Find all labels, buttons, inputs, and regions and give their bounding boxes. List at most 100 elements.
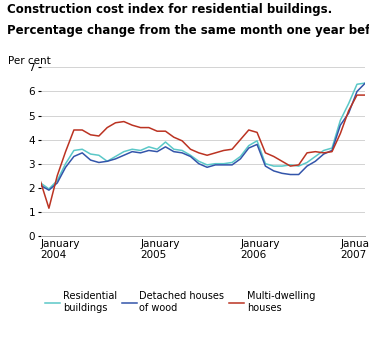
Multi-dwelling
houses bbox=[146, 126, 151, 130]
Detached houses
of wood bbox=[338, 123, 342, 127]
Detached houses
of wood bbox=[305, 164, 309, 168]
Residential
buildings bbox=[47, 187, 51, 191]
Residential
buildings bbox=[63, 162, 68, 166]
Residential
buildings bbox=[72, 148, 76, 152]
Multi-dwelling
houses bbox=[296, 163, 301, 167]
Detached houses
of wood bbox=[105, 159, 110, 163]
Multi-dwelling
houses bbox=[263, 151, 268, 155]
Residential
buildings bbox=[130, 147, 134, 151]
Multi-dwelling
houses bbox=[172, 135, 176, 139]
Residential
buildings bbox=[346, 101, 351, 105]
Detached houses
of wood bbox=[63, 165, 68, 169]
Multi-dwelling
houses bbox=[246, 128, 251, 132]
Text: Per cent: Per cent bbox=[8, 56, 51, 66]
Residential
buildings bbox=[155, 147, 159, 151]
Line: Residential
buildings: Residential buildings bbox=[41, 83, 365, 189]
Residential
buildings bbox=[263, 162, 268, 166]
Text: Percentage change from the same month one year before: Percentage change from the same month on… bbox=[7, 24, 369, 37]
Multi-dwelling
houses bbox=[63, 150, 68, 154]
Residential
buildings bbox=[338, 118, 342, 122]
Detached houses
of wood bbox=[363, 81, 368, 85]
Detached houses
of wood bbox=[272, 169, 276, 173]
Multi-dwelling
houses bbox=[188, 147, 193, 151]
Detached houses
of wood bbox=[205, 165, 209, 169]
Residential
buildings bbox=[97, 153, 101, 157]
Detached houses
of wood bbox=[146, 148, 151, 152]
Residential
buildings bbox=[172, 147, 176, 151]
Detached houses
of wood bbox=[180, 151, 184, 155]
Residential
buildings bbox=[205, 163, 209, 167]
Residential
buildings bbox=[330, 146, 334, 150]
Residential
buildings bbox=[288, 163, 293, 167]
Detached houses
of wood bbox=[288, 173, 293, 177]
Multi-dwelling
houses bbox=[221, 148, 226, 152]
Multi-dwelling
houses bbox=[47, 206, 51, 210]
Multi-dwelling
houses bbox=[346, 109, 351, 113]
Multi-dwelling
houses bbox=[88, 133, 93, 137]
Detached houses
of wood bbox=[238, 157, 243, 161]
Detached houses
of wood bbox=[296, 173, 301, 177]
Residential
buildings bbox=[105, 159, 110, 163]
Detached houses
of wood bbox=[230, 163, 234, 167]
Multi-dwelling
houses bbox=[313, 150, 318, 154]
Detached houses
of wood bbox=[97, 160, 101, 164]
Residential
buildings bbox=[355, 82, 359, 86]
Detached houses
of wood bbox=[163, 145, 168, 149]
Multi-dwelling
houses bbox=[138, 126, 143, 130]
Line: Multi-dwelling
houses: Multi-dwelling houses bbox=[41, 95, 365, 208]
Detached houses
of wood bbox=[213, 163, 218, 167]
Residential
buildings bbox=[213, 162, 218, 166]
Residential
buildings bbox=[80, 147, 85, 151]
Text: Construction cost index for residential buildings.: Construction cost index for residential … bbox=[7, 3, 332, 17]
Multi-dwelling
houses bbox=[38, 180, 43, 184]
Residential
buildings bbox=[38, 181, 43, 185]
Multi-dwelling
houses bbox=[130, 123, 134, 127]
Multi-dwelling
houses bbox=[272, 154, 276, 158]
Detached houses
of wood bbox=[197, 162, 201, 166]
Residential
buildings bbox=[238, 154, 243, 158]
Detached houses
of wood bbox=[38, 183, 43, 187]
Multi-dwelling
houses bbox=[72, 128, 76, 132]
Multi-dwelling
houses bbox=[213, 151, 218, 155]
Residential
buildings bbox=[313, 154, 318, 158]
Residential
buildings bbox=[163, 140, 168, 144]
Detached houses
of wood bbox=[155, 150, 159, 154]
Residential
buildings bbox=[88, 152, 93, 156]
Detached houses
of wood bbox=[47, 188, 51, 192]
Residential
buildings bbox=[296, 164, 301, 168]
Multi-dwelling
houses bbox=[338, 131, 342, 135]
Residential
buildings bbox=[246, 144, 251, 148]
Detached houses
of wood bbox=[188, 154, 193, 158]
Multi-dwelling
houses bbox=[280, 159, 284, 163]
Residential
buildings bbox=[122, 150, 126, 154]
Legend: Residential
buildings, Detached houses
of wood, Multi-dwelling
houses: Residential buildings, Detached houses o… bbox=[45, 291, 315, 313]
Multi-dwelling
houses bbox=[363, 93, 368, 97]
Residential
buildings bbox=[113, 154, 118, 158]
Detached houses
of wood bbox=[346, 111, 351, 115]
Residential
buildings bbox=[321, 148, 326, 152]
Detached houses
of wood bbox=[313, 159, 318, 163]
Line: Detached houses
of wood: Detached houses of wood bbox=[41, 83, 365, 190]
Detached houses
of wood bbox=[55, 181, 59, 185]
Multi-dwelling
houses bbox=[355, 93, 359, 97]
Multi-dwelling
houses bbox=[238, 137, 243, 142]
Multi-dwelling
houses bbox=[230, 147, 234, 151]
Detached houses
of wood bbox=[113, 157, 118, 161]
Detached houses
of wood bbox=[221, 163, 226, 167]
Residential
buildings bbox=[55, 179, 59, 183]
Residential
buildings bbox=[197, 159, 201, 163]
Residential
buildings bbox=[138, 148, 143, 152]
Residential
buildings bbox=[305, 160, 309, 164]
Residential
buildings bbox=[146, 145, 151, 149]
Multi-dwelling
houses bbox=[163, 129, 168, 133]
Detached houses
of wood bbox=[122, 153, 126, 157]
Detached houses
of wood bbox=[138, 151, 143, 155]
Detached houses
of wood bbox=[321, 152, 326, 156]
Detached houses
of wood bbox=[130, 150, 134, 154]
Multi-dwelling
houses bbox=[180, 139, 184, 143]
Residential
buildings bbox=[188, 153, 193, 157]
Multi-dwelling
houses bbox=[97, 134, 101, 138]
Multi-dwelling
houses bbox=[155, 129, 159, 133]
Multi-dwelling
houses bbox=[122, 120, 126, 124]
Residential
buildings bbox=[280, 164, 284, 168]
